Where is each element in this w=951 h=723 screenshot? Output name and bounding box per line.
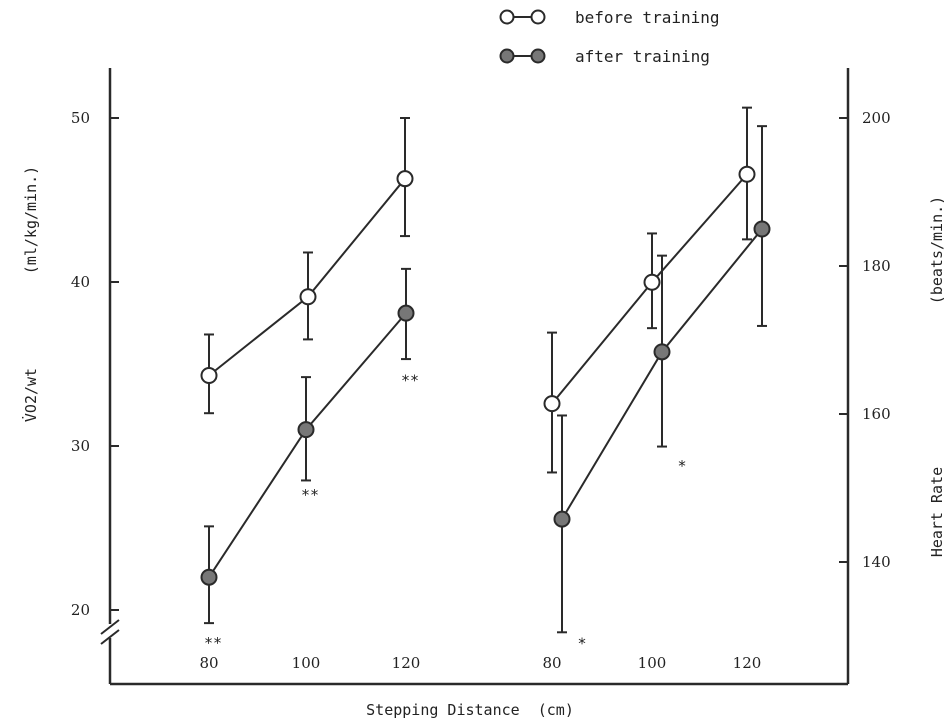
significance-marker-oxygen-uptake-120: ** [401, 371, 419, 389]
series-heart-rate-after [553, 125, 771, 634]
data-point-heart-rate-before-100 [643, 273, 661, 291]
series-oxygen-uptake-before [200, 117, 414, 415]
panel-oxygen-uptake: 20 30 40 50 80 100 120 ** ** ** [71, 109, 420, 672]
x-tick-label-heart-rate-80: 80 [542, 654, 561, 672]
data-point-oxygen-uptake-before-80 [200, 366, 218, 384]
left-y-axis-label: V̇O2/wt [20, 368, 40, 422]
data-point-heart-rate-after-120 [753, 220, 771, 238]
significance-marker-oxygen-uptake-80: ** [204, 634, 222, 652]
series-oxygen-uptake-after [200, 267, 415, 625]
significance-marker-heart-rate-100: * [677, 457, 686, 475]
legend-item-before: before training [499, 8, 720, 27]
x-tick-label-heart-rate-100: 100 [638, 654, 667, 672]
x-axis-title: Stepping Distance (cm) [366, 701, 574, 719]
y-tick-label-oxygen-uptake-40: 40 [71, 273, 90, 291]
x-tick-label-heart-rate-120: 120 [733, 654, 762, 672]
data-point-oxygen-uptake-after-100 [297, 421, 315, 439]
plot-frame [100, 68, 850, 686]
data-point-heart-rate-before-80 [543, 395, 561, 413]
right-y-axis-unit-group: (beats/min.) [928, 196, 946, 304]
x-tick-label-oxygen-uptake-100: 100 [292, 654, 321, 672]
data-point-oxygen-uptake-before-100 [299, 288, 317, 306]
data-point-heart-rate-after-80 [553, 510, 571, 528]
y-tick-label-heart-rate-180: 180 [862, 257, 891, 275]
x-tick-label-oxygen-uptake-80: 80 [199, 654, 218, 672]
right-y-axis-title: Heart Rate [928, 467, 946, 557]
y-tick-label-oxygen-uptake-30: 30 [71, 437, 90, 455]
y-tick-label-oxygen-uptake-50: 50 [71, 109, 90, 127]
significance-marker-oxygen-uptake-100: ** [301, 486, 319, 504]
series-heart-rate-before [543, 106, 756, 474]
legend-label-before: before training [575, 8, 720, 27]
legend: before training after training [499, 8, 720, 66]
data-point-oxygen-uptake-after-120 [397, 304, 415, 322]
y-tick-label-heart-rate-140: 140 [862, 553, 891, 571]
data-point-heart-rate-before-120 [738, 165, 756, 183]
left-y-axis-unit-group: (ml/kg/min.) [22, 166, 40, 274]
data-point-heart-rate-after-100 [653, 343, 671, 361]
left-y-axis-unit: (ml/kg/min.) [22, 166, 40, 274]
right-y-axis-unit: (beats/min.) [928, 196, 946, 304]
axis-break-icon [100, 619, 120, 645]
legend-item-after: after training [499, 47, 710, 66]
right-y-axis-label: Heart Rate [928, 467, 946, 557]
significance-marker-heart-rate-80: * [577, 634, 586, 652]
legend-label-after: after training [575, 47, 710, 66]
y-tick-label-heart-rate-200: 200 [862, 109, 891, 127]
panel-heart-rate: 140 160 180 200 80 100 120 * * [542, 106, 891, 672]
left-y-axis-title: V̇O2/wt [20, 368, 40, 422]
x-tick-label-oxygen-uptake-120: 120 [392, 654, 421, 672]
data-point-oxygen-uptake-after-80 [200, 568, 218, 586]
y-tick-label-oxygen-uptake-20: 20 [71, 601, 90, 619]
y-tick-label-heart-rate-160: 160 [862, 405, 891, 423]
data-point-oxygen-uptake-before-120 [396, 170, 414, 188]
